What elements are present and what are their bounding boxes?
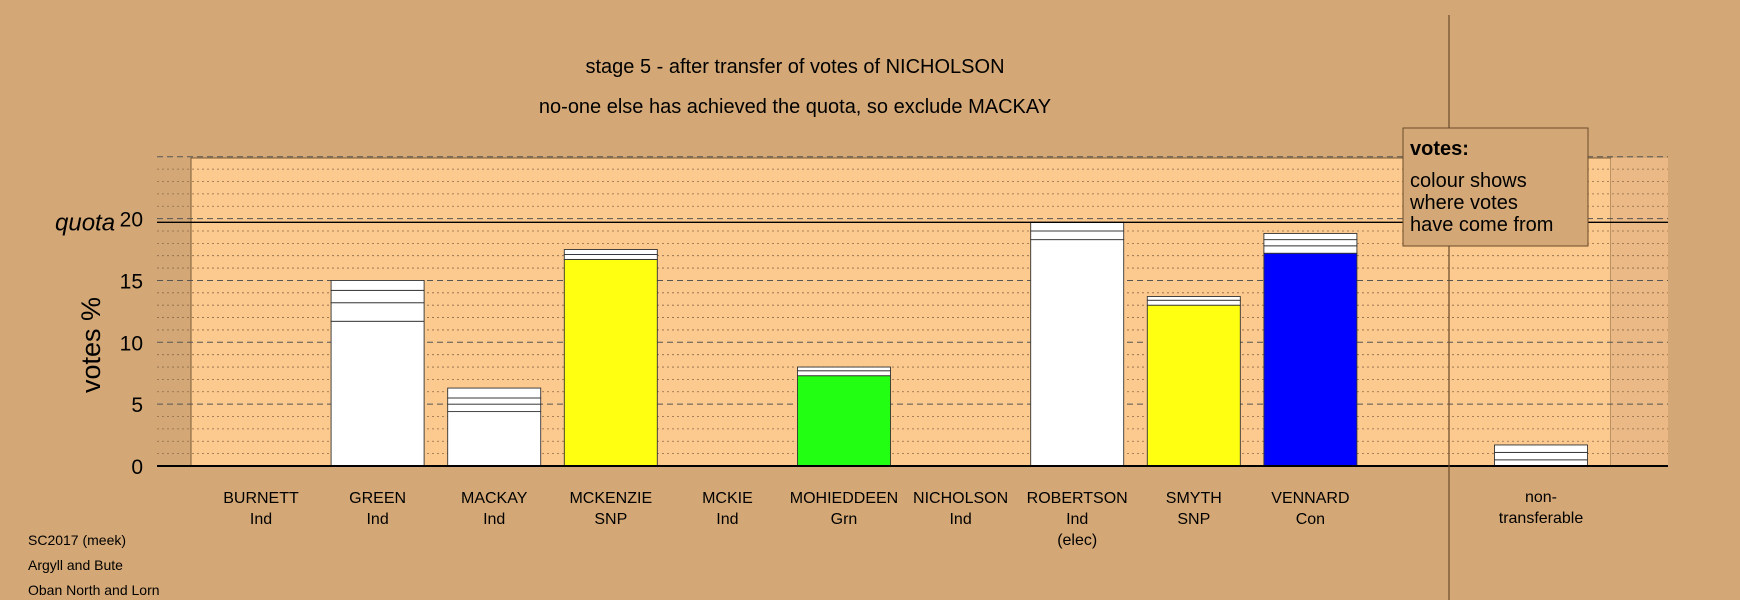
chart-subtitle: no-one else has achieved the quota, so e… [539,96,1051,118]
bars [330,221,1358,467]
x-label-name: ROBERTSON [1027,490,1128,507]
bar-segment [1146,299,1241,306]
y-tick-label: 10 [120,332,143,355]
bar-segment [797,375,891,467]
legend-title: votes: [1410,138,1469,160]
x-label-party: Con [1296,511,1325,528]
bar-segment [1494,444,1588,453]
bar-segment [797,366,891,372]
x-label-name: MCKIE [702,490,753,507]
y-axis-label: votes % [76,297,106,393]
x-label-name: SMYTH [1166,490,1222,507]
bar-segment [1494,451,1588,461]
x-label-name: MACKAY [461,490,528,507]
y-tick-label: 20 [120,209,143,232]
x-label-party: Ind [366,511,388,528]
legend-box [1402,127,1589,247]
legend-line-1: colour shows [1410,170,1527,192]
bar-mckenzie [563,249,658,467]
footer-line-2: Argyll and Bute [28,557,123,573]
bar-segment [1146,296,1241,301]
bar-segment [1263,239,1358,247]
x-label-status: (elec) [1057,532,1097,549]
bar-robertson [1030,221,1125,467]
x-label-party: Ind [949,511,971,528]
bar-segment [447,397,542,405]
legend-line-3: have come from [1410,214,1553,236]
y-tick-label: 15 [120,270,143,293]
bar-smyth [1146,296,1241,467]
nontransferable-bar [1494,444,1588,467]
plot-area [190,157,1612,467]
bar-segment [1030,221,1125,232]
bar-green [330,280,425,467]
x-label-nontransferable: non- [1525,489,1557,506]
footer-line-1: SC2017 (meek) [28,532,126,548]
bar-segment [1030,230,1125,241]
bar-segment [330,302,425,322]
bar-segment [563,258,658,467]
y-axis-ticks: 0 5 10 15 20 [120,209,143,479]
x-label-name: BURNETT [223,490,299,507]
x-label-party: Grn [831,511,858,528]
bar-vennard [1263,232,1358,467]
legend-line-2: where votes [1409,192,1518,214]
x-label-party: Ind [1066,511,1088,528]
x-label-party: Ind [483,511,505,528]
bar-segment [1030,239,1125,467]
bar-segment [563,249,658,255]
bar-segment [1263,232,1358,241]
bar-segment [563,254,658,260]
bar-segment [330,289,425,304]
x-label-name: MOHIEDDEEN [790,490,898,507]
x-label-party: SNP [1177,511,1210,528]
x-label-name: MCKENZIE [569,490,652,507]
x-label-party: Ind [716,511,738,528]
bar-segment [447,403,542,413]
y-tick-label: 5 [131,394,143,417]
x-label-party: Ind [250,511,272,528]
legend: votes: colour shows where votes have com… [1402,127,1589,247]
bar-segment [797,370,891,377]
x-label-name: VENNARD [1271,490,1349,507]
bar-mohieddeen [797,366,891,467]
x-label-name: NICHOLSON [913,490,1008,507]
bar-segment [1263,245,1358,254]
chart-title: stage 5 - after transfer of votes of NIC… [585,56,1004,78]
footer-line-3: Oban North and Lorn [28,582,160,598]
x-axis-labels: BURNETT Ind GREEN Ind MACKAY Ind MCKENZIE SNP MC… [223,489,1583,549]
bar-segment [447,387,542,399]
x-label-nontransferable: transferable [1499,510,1584,527]
y-tick-label: 0 [131,456,143,479]
plot-area-right-shade [1611,158,1668,466]
bar-segment [1146,304,1241,467]
x-label-name: GREEN [349,490,406,507]
x-label-party: SNP [594,511,627,528]
quota-label: quota [55,209,115,236]
bar-segment [447,411,542,467]
bar-mackay [447,387,542,467]
bar-segment [330,320,425,467]
bar-segment [1263,252,1358,467]
bar-segment [330,280,425,291]
